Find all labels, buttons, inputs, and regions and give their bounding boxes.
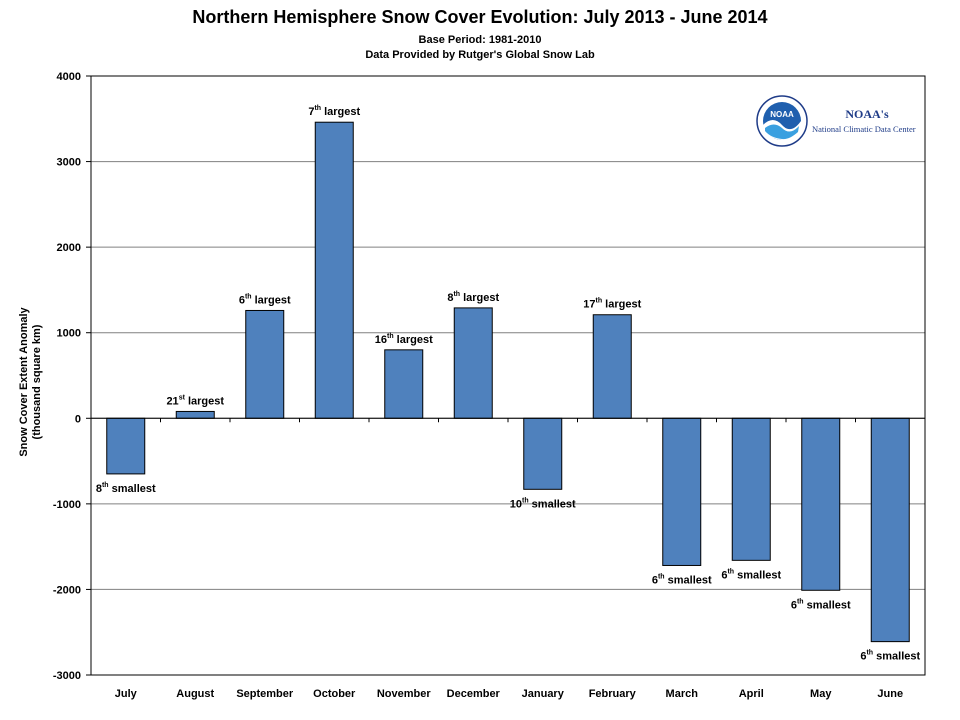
y-tick-label: 1000 bbox=[57, 328, 81, 340]
annotation-december: 8th largest bbox=[447, 291, 499, 304]
bar-march bbox=[662, 417, 702, 566]
x-tick-label: April bbox=[739, 688, 764, 700]
bar-august bbox=[175, 410, 215, 419]
x-tick-label: November bbox=[377, 688, 432, 700]
x-tick-label: September bbox=[236, 688, 294, 700]
noaa-emblem-icon: NOAA bbox=[756, 95, 808, 147]
noaa-logo: NOAA NOAA's National Climatic Data Cente… bbox=[756, 95, 926, 147]
y-tick-label: 3000 bbox=[57, 157, 81, 169]
chart-subtitle-base-period: Base Period: 1981-2010 bbox=[418, 34, 542, 46]
x-tick-label: May bbox=[810, 688, 832, 700]
chart-subtitle-data-source: Data Provided by Rutger's Global Snow La… bbox=[365, 49, 595, 61]
annotation-may: 6th smallest bbox=[791, 598, 851, 611]
chart-title: Northern Hemisphere Snow Cover Evolution… bbox=[192, 7, 768, 27]
x-tick-label: August bbox=[176, 688, 214, 700]
noaa-emblem-text: NOAA bbox=[770, 110, 794, 119]
annotation-october: 7th largest bbox=[308, 105, 360, 118]
logo-agency-name: NOAA's bbox=[845, 107, 889, 121]
annotation-february: 17th largest bbox=[583, 298, 641, 311]
bar-may bbox=[801, 417, 841, 591]
annotation-january: 10th smallest bbox=[510, 497, 576, 510]
annotation-august: 21st largest bbox=[166, 394, 224, 407]
y-tick-label: -2000 bbox=[53, 584, 81, 596]
x-tick-label: July bbox=[115, 688, 138, 700]
annotation-july: 8th smallest bbox=[96, 482, 156, 495]
bar-july bbox=[106, 417, 146, 475]
annotation-june: 6th smallest bbox=[860, 650, 920, 663]
bar-february bbox=[592, 314, 632, 419]
y-tick-label: 4000 bbox=[57, 71, 81, 83]
y-tick-label: -3000 bbox=[53, 670, 81, 682]
annotation-september: 6th largest bbox=[239, 293, 291, 306]
y-tick-label: 0 bbox=[75, 413, 81, 425]
x-tick-label: June bbox=[877, 688, 903, 700]
plot-area-frame bbox=[90, 75, 926, 676]
bar-april bbox=[731, 417, 771, 561]
x-tick-label: October bbox=[313, 688, 356, 700]
x-tick-label: December bbox=[447, 688, 501, 700]
bar-november bbox=[384, 349, 424, 419]
logo-center-name: National Climatic Data Center bbox=[812, 124, 916, 134]
x-tick-label: February bbox=[589, 688, 637, 700]
y-tick-label: 2000 bbox=[57, 242, 81, 254]
bar-october bbox=[314, 121, 354, 419]
logo-text: NOAA's National Climatic Data Center bbox=[812, 107, 922, 134]
x-tick-label: March bbox=[666, 688, 699, 700]
bar-january bbox=[523, 417, 563, 490]
y-tick-label: -1000 bbox=[53, 499, 81, 511]
annotation-march: 6th smallest bbox=[652, 573, 712, 586]
bar-december bbox=[453, 307, 493, 419]
annotation-november: 16th largest bbox=[375, 333, 433, 346]
annotation-april: 6th smallest bbox=[721, 568, 781, 581]
bar-june bbox=[870, 417, 910, 643]
x-tick-label: January bbox=[522, 688, 565, 700]
bar-september bbox=[245, 309, 285, 419]
